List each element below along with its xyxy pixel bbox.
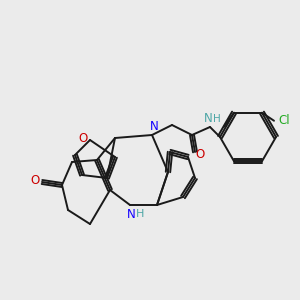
Text: O: O — [78, 133, 88, 146]
Text: N: N — [150, 121, 158, 134]
Text: O: O — [30, 173, 40, 187]
Text: N: N — [127, 208, 135, 220]
Text: H: H — [213, 114, 221, 124]
Text: Cl: Cl — [278, 114, 290, 127]
Text: O: O — [195, 148, 205, 161]
Text: H: H — [136, 209, 144, 219]
Text: N: N — [204, 112, 212, 125]
